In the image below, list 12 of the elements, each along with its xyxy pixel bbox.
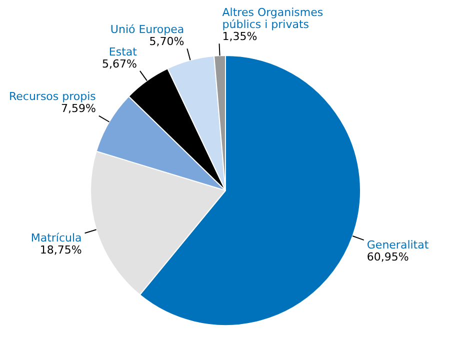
data-label: 5,70% xyxy=(149,34,184,48)
data-label: 7,59% xyxy=(60,102,96,116)
data-label: 1,35% xyxy=(222,30,258,43)
data-label: 60,95% xyxy=(366,250,409,264)
slice-label: Generalitat xyxy=(366,238,430,252)
slice-label: Unió Europea xyxy=(110,22,184,36)
slice-label: Altres Organismes públics i privats xyxy=(222,6,324,31)
data-label: 5,67% xyxy=(102,57,137,70)
data-label: 18,75% xyxy=(40,243,82,256)
slice-label: Matrícula xyxy=(30,231,82,244)
slice-label: Recursos propis xyxy=(8,90,96,104)
slice-label: Estat xyxy=(108,45,138,58)
